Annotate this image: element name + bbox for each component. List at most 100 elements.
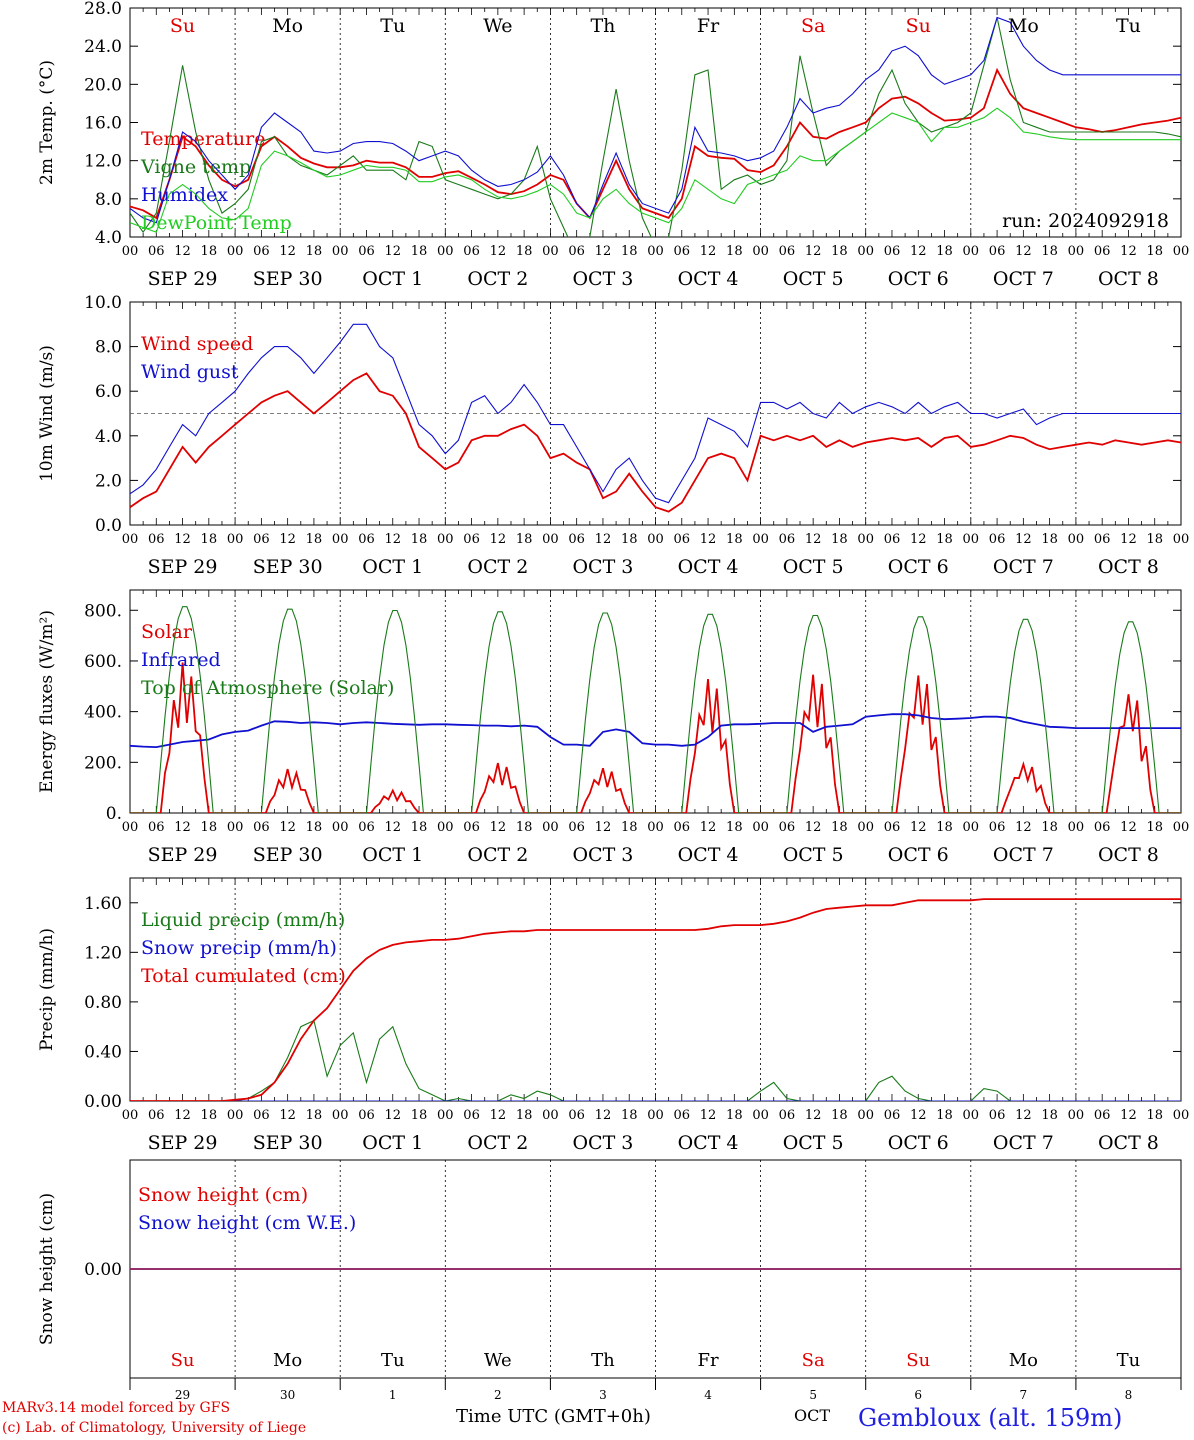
hour-label: 12 bbox=[490, 820, 507, 835]
y-tick-label: 0.00 bbox=[84, 1092, 122, 1112]
hour-label: 12 bbox=[279, 820, 296, 835]
hour-label: 12 bbox=[1015, 1108, 1032, 1123]
date-label: SEP 29 bbox=[148, 1132, 218, 1154]
hour-label: 06 bbox=[148, 244, 165, 259]
hour-label: 06 bbox=[358, 820, 375, 835]
footer-lab: (c) Lab. of Climatology, University of L… bbox=[2, 1420, 307, 1436]
series-line-wind-gust bbox=[130, 323, 1181, 504]
date-label: OCT 8 bbox=[1098, 556, 1159, 578]
hour-label: 06 bbox=[568, 820, 585, 835]
legend-entry: Wind speed bbox=[141, 333, 253, 355]
day-abbrev: Su bbox=[906, 1350, 930, 1371]
hour-label: 18 bbox=[1146, 1108, 1163, 1123]
day-number: 3 bbox=[599, 1388, 607, 1402]
series-line-solar bbox=[130, 662, 1181, 813]
y-tick-label: 28.0 bbox=[84, 0, 122, 19]
hour-label: 12 bbox=[700, 244, 717, 259]
day-abbrev: Su bbox=[170, 15, 195, 37]
day-abbrev: Mo bbox=[273, 1350, 302, 1371]
date-label: OCT 2 bbox=[467, 844, 528, 866]
hour-label: 18 bbox=[621, 244, 638, 259]
y-axis-label: Precip (mm/h) bbox=[37, 928, 57, 1051]
hour-label: 18 bbox=[201, 244, 218, 259]
hour-label: 18 bbox=[201, 532, 218, 547]
hour-label: 12 bbox=[700, 532, 717, 547]
hour-label: 00 bbox=[122, 532, 139, 547]
footer-model: MARv3.14 model forced by GFS bbox=[2, 1400, 231, 1416]
day-abbrev: Tu bbox=[1117, 1350, 1141, 1371]
date-label: OCT 5 bbox=[783, 556, 844, 578]
date-label: OCT 4 bbox=[678, 268, 739, 290]
date-label: OCT 7 bbox=[993, 844, 1054, 866]
date-label: OCT 4 bbox=[678, 844, 739, 866]
hour-label: 18 bbox=[726, 820, 743, 835]
hour-label: 12 bbox=[1015, 532, 1032, 547]
date-label: OCT 7 bbox=[993, 268, 1054, 290]
footer-station: Gembloux (alt. 159m) bbox=[858, 1404, 1123, 1432]
hour-label: 18 bbox=[1041, 532, 1058, 547]
hour-label: 06 bbox=[884, 532, 901, 547]
hour-label: 18 bbox=[936, 532, 953, 547]
hour-label: 06 bbox=[989, 1108, 1006, 1123]
day-number: 5 bbox=[809, 1388, 817, 1402]
hour-label: 12 bbox=[490, 532, 507, 547]
date-label: SEP 29 bbox=[148, 268, 218, 290]
hour-label: 18 bbox=[411, 244, 428, 259]
date-label: OCT 3 bbox=[572, 556, 633, 578]
day-abbrev: Tu bbox=[380, 15, 405, 37]
hour-label: 00 bbox=[857, 1108, 874, 1123]
day-abbrev: Sa bbox=[801, 15, 825, 37]
y-tick-label: 4.0 bbox=[95, 228, 122, 248]
hour-label: 12 bbox=[595, 532, 612, 547]
hour-label: 06 bbox=[779, 820, 796, 835]
hour-label: 12 bbox=[174, 1108, 191, 1123]
hour-label: 18 bbox=[936, 1108, 953, 1123]
hour-label: 12 bbox=[805, 532, 822, 547]
day-number: 8 bbox=[1125, 1388, 1133, 1402]
legend-entry: Temperature bbox=[141, 128, 265, 150]
day-abbrev: Th bbox=[591, 1350, 615, 1371]
hour-label: 00 bbox=[752, 532, 769, 547]
hour-label: 06 bbox=[779, 532, 796, 547]
y-axis-label: 2m Temp. (°C) bbox=[37, 60, 57, 185]
hour-label: 12 bbox=[595, 1108, 612, 1123]
hour-label: 12 bbox=[490, 1108, 507, 1123]
date-label: OCT 6 bbox=[888, 1132, 949, 1154]
hour-label: 06 bbox=[779, 244, 796, 259]
hour-label: 00 bbox=[647, 820, 664, 835]
hour-label: 18 bbox=[1146, 532, 1163, 547]
y-tick-label: 800. bbox=[84, 601, 122, 621]
hour-label: 00 bbox=[752, 820, 769, 835]
day-abbrev: Fr bbox=[697, 15, 720, 37]
date-label: SEP 29 bbox=[148, 844, 218, 866]
hour-label: 18 bbox=[516, 244, 533, 259]
hour-label: 12 bbox=[910, 532, 927, 547]
hour-label: 12 bbox=[910, 244, 927, 259]
y-tick-label: 0.00 bbox=[84, 1260, 122, 1280]
panel-2: 0.0 2.0 4.0 6.0 8.0 10.0 10m Wind (m/s) Wind sp… bbox=[37, 293, 1189, 578]
hour-label: 12 bbox=[1120, 820, 1137, 835]
hour-label: 06 bbox=[674, 820, 691, 835]
y-tick-label: 6.0 bbox=[95, 382, 122, 402]
date-label: OCT 7 bbox=[993, 556, 1054, 578]
y-tick-label: 1.60 bbox=[84, 894, 122, 914]
hour-label: 06 bbox=[989, 820, 1006, 835]
hour-label: 18 bbox=[1041, 1108, 1058, 1123]
hour-label: 00 bbox=[647, 244, 664, 259]
hour-label: 18 bbox=[411, 532, 428, 547]
hour-label: 12 bbox=[384, 820, 401, 835]
hour-label: 18 bbox=[831, 820, 848, 835]
hour-label: 00 bbox=[1173, 820, 1190, 835]
hour-label: 12 bbox=[700, 820, 717, 835]
hour-label: 18 bbox=[411, 820, 428, 835]
hour-label: 06 bbox=[674, 532, 691, 547]
hour-label: 18 bbox=[621, 820, 638, 835]
date-label: OCT 7 bbox=[993, 1132, 1054, 1154]
hour-label: 12 bbox=[490, 244, 507, 259]
hour-label: 18 bbox=[516, 1108, 533, 1123]
hour-label: 06 bbox=[568, 1108, 585, 1123]
hour-label: 00 bbox=[437, 532, 454, 547]
hour-label: 06 bbox=[884, 1108, 901, 1123]
hour-label: 18 bbox=[726, 244, 743, 259]
date-label: OCT 1 bbox=[362, 844, 423, 866]
